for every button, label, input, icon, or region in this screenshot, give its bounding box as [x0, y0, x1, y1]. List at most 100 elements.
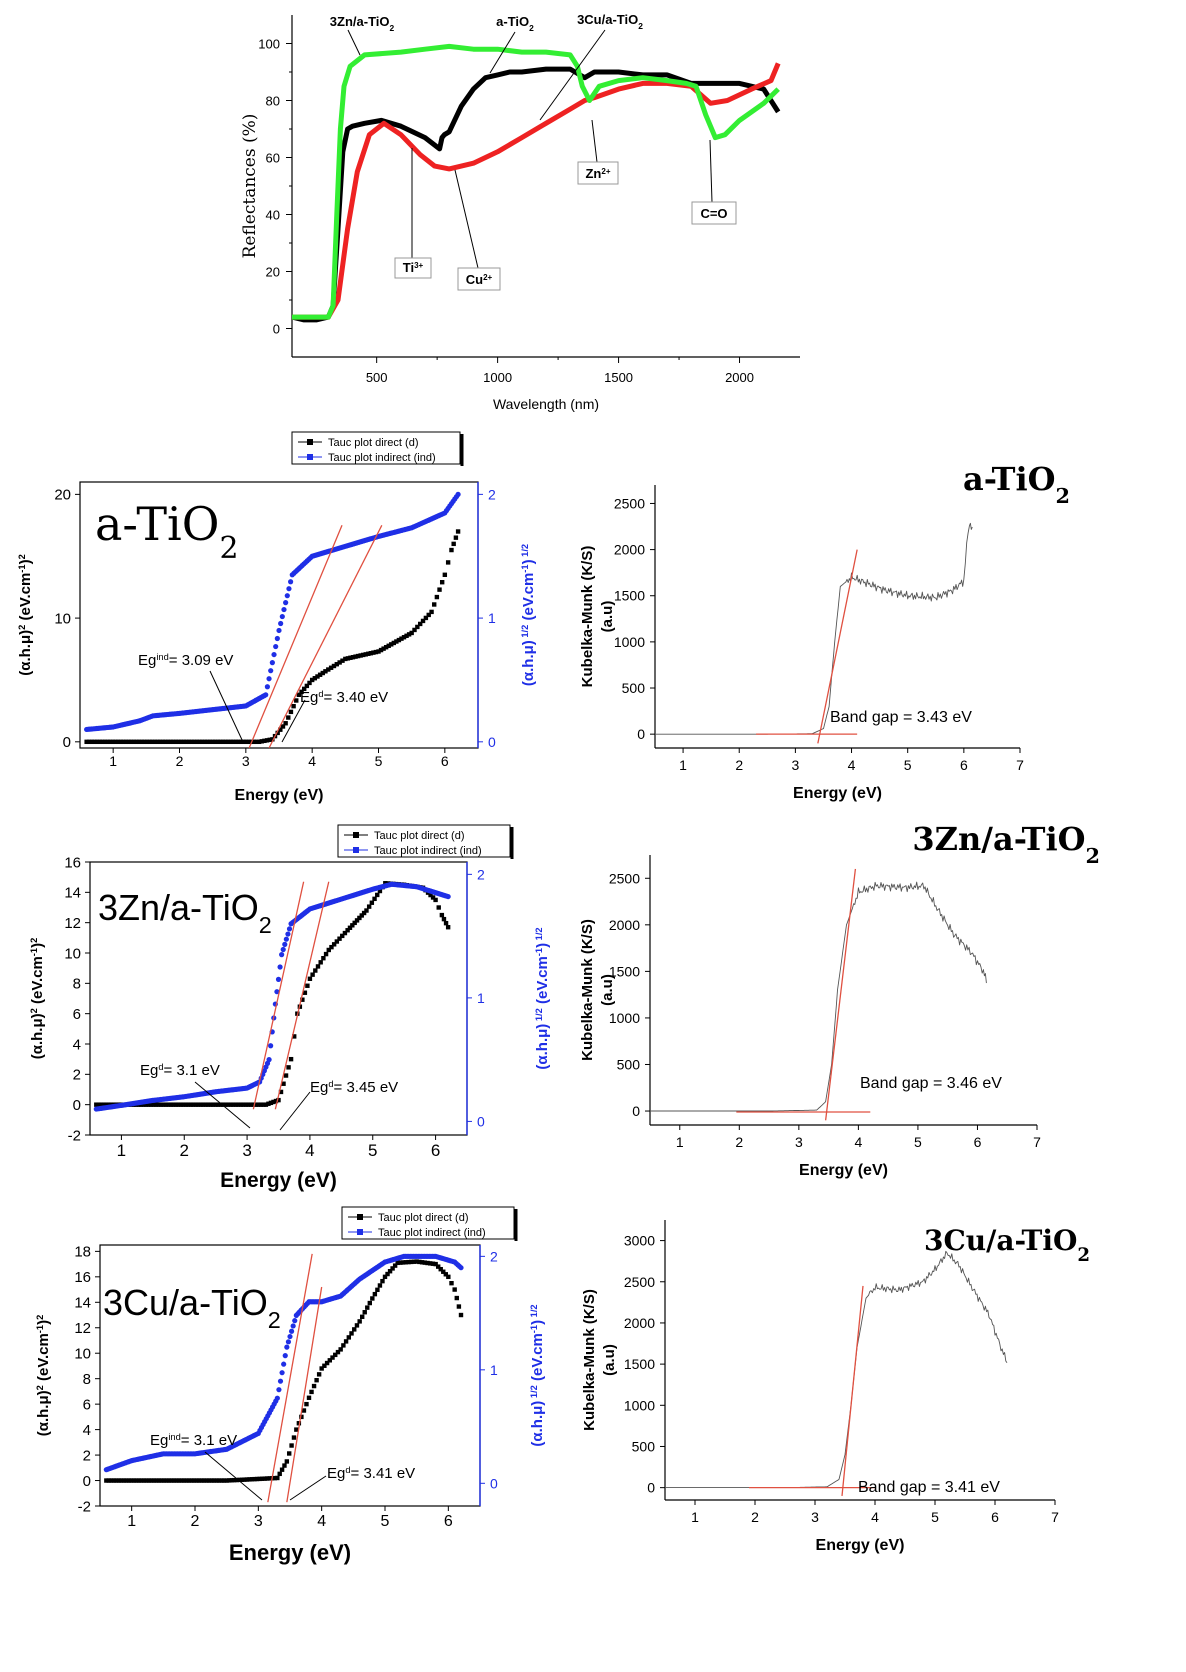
indirect-point — [290, 1323, 296, 1329]
direct-point — [433, 1261, 438, 1267]
direct-point — [204, 1478, 209, 1483]
direct-point — [201, 1478, 207, 1483]
direct-point — [302, 990, 308, 995]
direct-point — [104, 1478, 109, 1483]
eg-indirect-label: Egd= 3.1 eV — [140, 1062, 220, 1079]
direct-point — [156, 1478, 162, 1483]
direct-point — [194, 1478, 199, 1483]
direct-point — [114, 1478, 119, 1483]
direct-point — [213, 739, 218, 745]
direct-point — [323, 951, 329, 957]
x-tick-label: 1 — [127, 1513, 136, 1530]
y-tick-label: 0 — [632, 1103, 640, 1119]
indirect-point — [264, 684, 270, 690]
y-tick-label: 500 — [617, 1056, 641, 1072]
direct-point — [102, 739, 108, 745]
direct-point — [458, 1312, 464, 1318]
x-tick-label: 4 — [848, 757, 856, 773]
direct-point — [355, 653, 361, 659]
x-tick-label: 5 — [368, 1141, 377, 1160]
direct-series — [104, 1259, 464, 1483]
label-atio2: a-TiO2 — [496, 14, 534, 33]
direct-point — [354, 1323, 360, 1328]
y-tick-label: 4 — [83, 1422, 91, 1439]
x-axis-label: Energy (eV) — [799, 1162, 888, 1179]
direct-point — [372, 1291, 378, 1297]
direct-point — [163, 1102, 169, 1107]
direct-point — [154, 1478, 159, 1483]
indirect-point — [266, 1057, 272, 1063]
direct-point — [383, 645, 389, 650]
x-tick-label: 5 — [904, 757, 912, 773]
direct-point — [307, 680, 312, 686]
x-tick-label: 2 — [735, 1134, 743, 1150]
eg-indirect-arrow — [204, 1451, 263, 1501]
y2-tick-label: 2 — [488, 486, 496, 502]
direct-point — [105, 739, 110, 745]
direct-point — [232, 1477, 237, 1483]
direct-point — [376, 649, 381, 654]
direct-point — [383, 881, 388, 886]
legend-box — [337, 824, 511, 858]
y2-tick-label: 0 — [490, 1475, 498, 1491]
x-tick-label: 6 — [444, 1513, 453, 1530]
direct-point — [191, 1478, 197, 1483]
direct-point — [430, 1261, 436, 1266]
x-tick-label: 4 — [871, 1509, 879, 1525]
direct-point — [403, 1260, 409, 1265]
x-tick-label: 1000 — [483, 370, 512, 385]
legend-label: Tauc plot indirect (ind) — [378, 1227, 486, 1239]
direct-point — [225, 739, 231, 745]
direct-point — [428, 1261, 433, 1266]
fit-line — [274, 881, 330, 1110]
direct-point — [362, 1310, 367, 1315]
direct-point — [375, 892, 380, 898]
direct-point — [341, 1343, 346, 1348]
annotation-box — [394, 257, 432, 279]
direct-point — [216, 1478, 222, 1483]
band-gap-label: Band gap = 3.46 eV — [860, 1075, 1002, 1092]
direct-point — [401, 635, 407, 640]
direct-point — [213, 1102, 218, 1107]
annotation-text: Cu2+ — [466, 272, 493, 287]
x-tick-label: 500 — [366, 370, 388, 385]
direct-point — [146, 1478, 152, 1483]
direct-point — [146, 1102, 151, 1107]
y-axis-label-unit: (a.u) — [601, 1344, 618, 1376]
direct-point — [446, 1274, 451, 1280]
direct-point — [248, 1102, 254, 1107]
direct-point — [249, 1477, 255, 1482]
direct-point — [173, 739, 179, 745]
eg-indirect-arrow — [209, 670, 244, 743]
indirect-point — [274, 635, 280, 642]
direct-point — [116, 1478, 122, 1483]
cu2-leader — [454, 169, 479, 269]
direct-point — [443, 1272, 448, 1277]
direct-point — [188, 1102, 193, 1107]
direct-point — [372, 896, 377, 902]
panel-title: 3Zn/a-TiO2 — [912, 820, 1100, 868]
legend: Tauc plot direct (d) Tauc plot indirect (… — [337, 824, 514, 859]
indirect-point — [285, 1339, 292, 1345]
fit-line — [841, 1285, 864, 1496]
direct-point — [238, 739, 244, 745]
x-axis-label: Energy (eV) — [235, 787, 324, 804]
direct-point — [159, 1478, 164, 1483]
direct-point — [267, 737, 272, 743]
indirect-point — [269, 660, 275, 666]
direct-point — [129, 1478, 134, 1483]
eg-direct-label: Egd= 3.45 eV — [310, 1079, 398, 1096]
direct-point — [276, 1097, 281, 1103]
indirect-point — [266, 676, 272, 682]
x-tick-label: 6 — [974, 1134, 982, 1150]
y-tick-label: 20 — [54, 487, 71, 504]
direct-point — [228, 739, 233, 745]
y-axis-label-left: (α.h.μ)2 (eV.cm-1)2 — [17, 554, 34, 676]
direct-point — [301, 1408, 307, 1413]
direct-point — [89, 739, 95, 745]
direct-point — [364, 908, 369, 913]
direct-point — [385, 1271, 390, 1277]
direct-point — [330, 1355, 335, 1360]
indirect-point — [284, 593, 290, 599]
